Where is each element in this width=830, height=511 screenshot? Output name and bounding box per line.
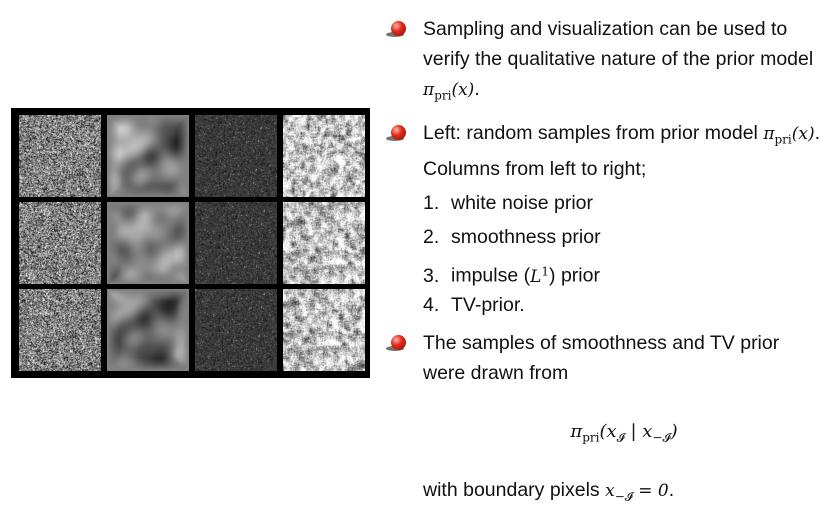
bullet-sampling: Sampling and visualization can be used t… bbox=[385, 14, 825, 104]
sample-smoothness-row3 bbox=[107, 289, 189, 371]
sample-tv-row3 bbox=[283, 289, 365, 371]
sample-smoothness-row1 bbox=[107, 115, 189, 197]
prior-samples-figure bbox=[11, 108, 370, 378]
conditional-prior-formula: πpri(x𝓘 | x−𝓘) bbox=[570, 421, 678, 445]
sample-white-noise-row2 bbox=[19, 202, 101, 284]
list-item: 3. impulse (L1) prior bbox=[423, 264, 600, 288]
sample-white-noise-row3 bbox=[19, 289, 101, 371]
bullet-text: Left: random samples from prior model bbox=[423, 122, 764, 144]
bullet-samples-drawn: The samples of smoothness and TV prior w… bbox=[385, 328, 825, 388]
slide-text: Sampling and visualization can be used t… bbox=[385, 14, 825, 511]
bullet-text: Sampling and visualization can be used t… bbox=[423, 18, 814, 70]
list-item: 4. TV-prior. bbox=[423, 294, 525, 317]
sample-tv-row1 bbox=[283, 115, 365, 197]
sample-impulse-row2 bbox=[195, 202, 277, 284]
math-pi-pri: πpri(x) bbox=[763, 124, 815, 147]
list-item: 2. smoothness prior bbox=[423, 226, 601, 249]
red-ball-bullet-icon bbox=[385, 21, 407, 39]
list-item: 1. white noise prior bbox=[423, 192, 593, 215]
boundary-condition-text: with boundary pixels x−𝓘 = 0. bbox=[423, 478, 675, 504]
math-pi-pri: πpri(x) bbox=[423, 80, 475, 103]
sample-tv-row2 bbox=[283, 202, 365, 284]
sample-impulse-row3 bbox=[195, 289, 277, 371]
sample-impulse-row1 bbox=[195, 115, 277, 197]
prior-list: 1. white noise prior 2. smoothness prior 3… bbox=[423, 186, 825, 322]
sample-smoothness-row2 bbox=[107, 202, 189, 284]
red-ball-bullet-icon bbox=[385, 125, 407, 143]
bullet-text: The samples of smoothness and TV prior w… bbox=[423, 332, 780, 385]
bullet-left-samples: Left: random samples from prior model πp… bbox=[385, 118, 825, 184]
sample-white-noise-row1 bbox=[19, 115, 101, 197]
red-ball-bullet-icon bbox=[385, 335, 407, 353]
